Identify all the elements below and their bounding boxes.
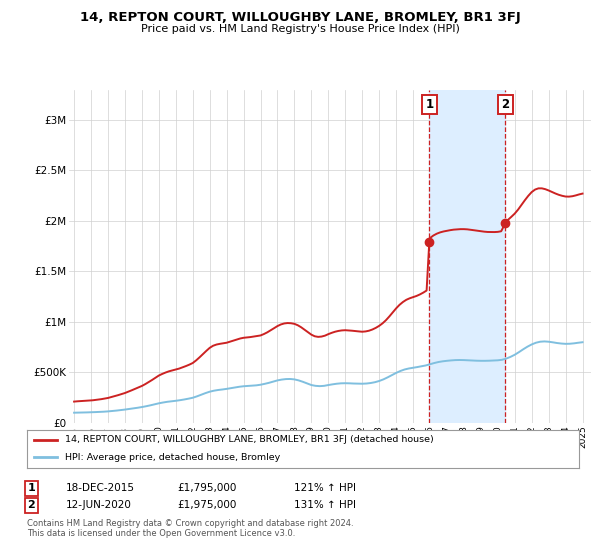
- Text: 2: 2: [28, 500, 35, 510]
- Text: 1: 1: [425, 98, 433, 111]
- Text: 131% ↑ HPI: 131% ↑ HPI: [294, 500, 356, 510]
- Text: £1,795,000: £1,795,000: [177, 483, 236, 493]
- Text: This data is licensed under the Open Government Licence v3.0.: This data is licensed under the Open Gov…: [27, 529, 295, 538]
- Text: 2: 2: [501, 98, 509, 111]
- Text: £1,975,000: £1,975,000: [177, 500, 236, 510]
- Text: HPI: Average price, detached house, Bromley: HPI: Average price, detached house, Brom…: [65, 453, 280, 462]
- Text: 12-JUN-2020: 12-JUN-2020: [66, 500, 132, 510]
- Text: 14, REPTON COURT, WILLOUGHBY LANE, BROMLEY, BR1 3FJ (detached house): 14, REPTON COURT, WILLOUGHBY LANE, BROML…: [65, 435, 433, 444]
- Text: 14, REPTON COURT, WILLOUGHBY LANE, BROMLEY, BR1 3FJ: 14, REPTON COURT, WILLOUGHBY LANE, BROML…: [80, 11, 520, 24]
- Text: 121% ↑ HPI: 121% ↑ HPI: [294, 483, 356, 493]
- Text: 18-DEC-2015: 18-DEC-2015: [66, 483, 135, 493]
- Text: Contains HM Land Registry data © Crown copyright and database right 2024.: Contains HM Land Registry data © Crown c…: [27, 519, 353, 528]
- Bar: [430, 90, 505, 423]
- Text: 1: 1: [28, 483, 35, 493]
- Text: Price paid vs. HM Land Registry's House Price Index (HPI): Price paid vs. HM Land Registry's House …: [140, 24, 460, 34]
